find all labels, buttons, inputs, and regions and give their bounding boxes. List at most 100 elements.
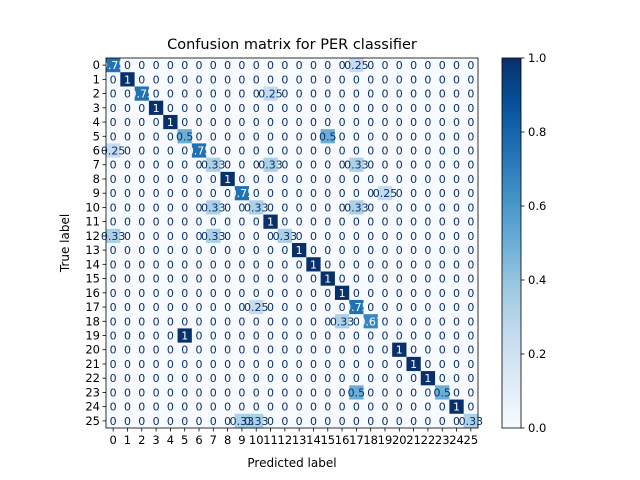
heatmap-cell-label: 0	[453, 344, 460, 357]
heatmap-cell-label: 0	[296, 344, 303, 357]
heatmap-cell-label: 0	[453, 145, 460, 158]
heatmap-cell-label: 0	[224, 315, 231, 328]
heatmap-cell-label: 0	[439, 59, 446, 72]
heatmap-cell	[420, 129, 436, 144]
heatmap-cell	[206, 257, 221, 272]
y-tick-label: 5	[93, 129, 100, 143]
heatmap-cell	[406, 228, 422, 244]
heatmap-cell	[320, 371, 336, 386]
heatmap-cell	[148, 58, 164, 73]
heatmap-cell	[449, 171, 465, 187]
heatmap-cell	[220, 271, 236, 287]
heatmap-cell	[134, 299, 150, 315]
heatmap-cell-label: 0	[324, 358, 331, 371]
heatmap-cell-label: 0	[467, 201, 474, 214]
heatmap-cell	[263, 186, 279, 201]
heatmap-cell-label: 0	[453, 173, 460, 186]
heatmap-cell-label: 0	[210, 372, 217, 385]
heatmap-cell	[163, 385, 178, 400]
heatmap-cell-label: 0	[281, 88, 288, 101]
heatmap-cell	[292, 200, 307, 215]
heatmap-cell-label: 0	[267, 230, 274, 243]
heatmap-cell	[177, 257, 193, 272]
heatmap-cell	[392, 271, 407, 287]
heatmap-cell	[320, 86, 336, 102]
heatmap-cell	[106, 186, 121, 201]
heatmap-cell-label: 0	[238, 102, 245, 115]
heatmap-cell-label: 0	[196, 130, 203, 143]
heatmap-cell	[191, 342, 207, 358]
heatmap-cell	[392, 200, 407, 215]
heatmap-cell	[177, 129, 193, 144]
heatmap-cell-label: 0	[396, 415, 403, 428]
heatmap-cell-label: 0	[224, 130, 231, 143]
heatmap-cell-label: 0	[281, 258, 288, 271]
heatmap-cell-label: 0	[153, 116, 160, 129]
heatmap-cell-label: 0	[196, 273, 203, 286]
heatmap-cell-label: 0	[310, 273, 317, 286]
heatmap-cell	[249, 356, 264, 372]
heatmap-cell	[234, 271, 250, 287]
heatmap-cell-label: 0.33	[244, 201, 269, 214]
heatmap-cell	[406, 399, 422, 415]
heatmap-cell	[234, 257, 250, 272]
heatmap-cell-label: 0	[382, 330, 389, 343]
heatmap-cell	[320, 58, 336, 73]
heatmap-cell	[435, 371, 450, 386]
heatmap-cell-label: 0	[410, 116, 417, 129]
heatmap-cell	[277, 114, 293, 130]
heatmap-cell	[191, 143, 207, 159]
heatmap-cell	[292, 356, 307, 372]
heatmap-cell-label: 0	[167, 287, 174, 300]
heatmap-cell-label: 0	[253, 216, 260, 229]
heatmap-cell-label: 0	[410, 102, 417, 115]
heatmap-cell	[377, 129, 393, 144]
heatmap-cell-label: 0	[296, 330, 303, 343]
heatmap-cell-label: 0	[310, 230, 317, 243]
heatmap-cell-label: 0	[224, 358, 231, 371]
heatmap-cell-label: 0	[167, 230, 174, 243]
heatmap-cell	[206, 58, 221, 73]
heatmap-cell	[220, 86, 236, 102]
heatmap-cell-label: 0	[439, 201, 446, 214]
heatmap-cell	[177, 299, 193, 315]
heatmap-cell	[177, 114, 193, 130]
heatmap-cell-label: 0	[153, 386, 160, 399]
heatmap-cell	[463, 72, 479, 87]
heatmap-cell	[177, 328, 193, 344]
heatmap-cell-label: 0	[439, 301, 446, 314]
heatmap-cell-label: 0	[153, 315, 160, 328]
y-tick-label: 6	[93, 144, 100, 158]
heatmap-cell	[120, 72, 136, 87]
heatmap-cell	[191, 243, 207, 258]
heatmap-cell-label: 0	[296, 258, 303, 271]
heatmap-cell-label: 0	[124, 358, 131, 371]
heatmap-cell	[392, 214, 407, 230]
heatmap-cell	[277, 243, 293, 258]
heatmap-cell-label: 0	[367, 330, 374, 343]
heatmap-cell	[392, 129, 407, 144]
heatmap-cell	[206, 228, 221, 244]
heatmap-cell-label: 0	[296, 159, 303, 172]
heatmap-cell-label: 0	[410, 344, 417, 357]
heatmap-cell-label: 0	[153, 130, 160, 143]
heatmap-cell-label: 0	[238, 386, 245, 399]
heatmap-cell	[320, 72, 336, 87]
heatmap-cell	[191, 385, 207, 400]
heatmap-cell-label: 0.33	[344, 159, 369, 172]
heatmap-cell	[263, 371, 279, 386]
heatmap-cell	[148, 171, 164, 187]
heatmap-cell	[249, 314, 264, 329]
heatmap-cell	[134, 257, 150, 272]
heatmap-cell	[134, 214, 150, 230]
heatmap-cell-label: 0	[238, 315, 245, 328]
heatmap-cell-label: 0	[110, 273, 117, 286]
heatmap-cell-label: 0	[253, 273, 260, 286]
heatmap-cell	[306, 86, 322, 102]
heatmap-cell-label: 0	[339, 59, 346, 72]
x-tick-label: 7	[210, 433, 217, 447]
heatmap-cell	[206, 385, 221, 400]
heatmap-cell	[120, 200, 136, 215]
heatmap-cell	[191, 371, 207, 386]
heatmap-cell-label: 0	[238, 372, 245, 385]
